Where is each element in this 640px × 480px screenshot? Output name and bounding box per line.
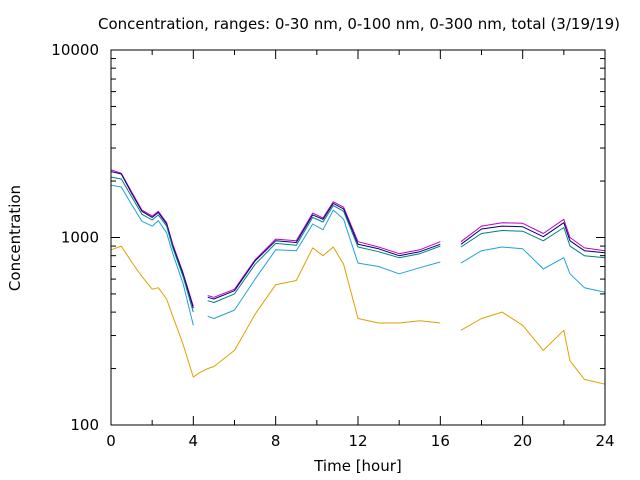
chart-title: Concentration, ranges: 0-30 nm, 0-100 nm… <box>98 15 620 33</box>
y-tick-label: 1000 <box>61 229 99 247</box>
x-tick-label: 12 <box>348 432 367 450</box>
series-line-4 <box>110 184 606 326</box>
x-tick-label: 20 <box>513 432 532 450</box>
series-line-2 <box>110 171 606 309</box>
x-tick-label: 8 <box>271 432 281 450</box>
axis-ticks: 0 4 8 12 16 20 24 100 1000 10000 <box>51 41 614 450</box>
x-tick-label: 4 <box>189 432 199 450</box>
y-axis-label: Concentration <box>6 185 24 291</box>
series-line-1 <box>110 169 606 307</box>
plot-frame <box>110 49 606 426</box>
x-tick-label: 24 <box>595 432 614 450</box>
y-tick-label: 100 <box>70 416 99 434</box>
series-line-5 <box>110 245 606 385</box>
series-line-3 <box>110 176 606 313</box>
y-tick-label: 10000 <box>51 41 99 59</box>
x-tick-label: 16 <box>431 432 450 450</box>
x-tick-label: 0 <box>106 432 116 450</box>
x-axis-label: Time [hour] <box>313 457 402 475</box>
series-group <box>110 169 606 385</box>
